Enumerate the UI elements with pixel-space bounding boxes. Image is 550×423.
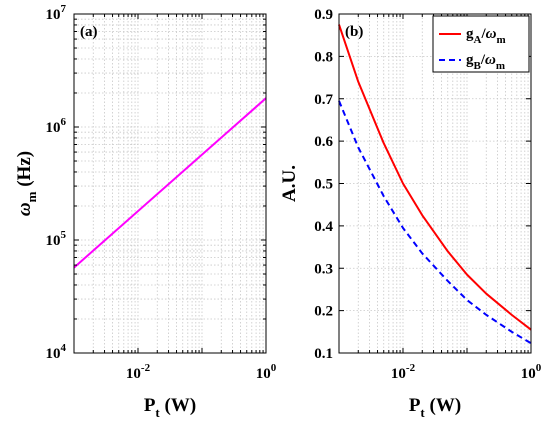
legend-main: g — [466, 52, 474, 68]
x-axis-label-main: P — [144, 395, 156, 416]
y-axis-label-main: ω — [14, 202, 35, 216]
legend-sub2: m — [496, 34, 505, 46]
y-tick-label: 105 — [46, 229, 67, 249]
series-line-1 — [338, 24, 532, 331]
y-tick-base: 10 — [46, 7, 61, 23]
legend-entry-2: gB/ωm — [466, 52, 505, 72]
y-axis-label-main: A.U. — [279, 165, 300, 202]
series-line-1 — [73, 97, 267, 269]
y-tick-label: 0.1 — [314, 346, 333, 362]
legend-entry-1: gA/ωm — [466, 26, 506, 46]
legend-sub: A — [474, 34, 482, 46]
y-tick-exponent: 7 — [61, 3, 67, 15]
y-tick-label: 0.7 — [314, 92, 333, 108]
x-tick-label: 100 — [521, 362, 542, 382]
y-tick-label: 0.5 — [314, 177, 333, 193]
y-tick-exponent: 5 — [61, 229, 67, 241]
y-tick-base: 10 — [46, 346, 61, 362]
legend-sep: / — [480, 52, 486, 68]
x-axis-label-main: P — [409, 395, 421, 416]
x-axis-label-unit: (W) — [425, 395, 461, 416]
legend-omega: ω — [485, 52, 496, 68]
tick-marks — [73, 14, 266, 354]
y-tick-label: 107 — [46, 3, 67, 23]
y-tick-label: 0.9 — [314, 7, 333, 23]
y-tick-label: 0.2 — [314, 304, 333, 320]
y-axis-label-unit: (Hz) — [14, 151, 35, 192]
y-tick-label: 0.6 — [314, 134, 333, 150]
legend-sep: / — [480, 26, 486, 42]
y-axis-label-sub: m — [24, 191, 39, 202]
x-tick-label: 10-2 — [391, 362, 416, 382]
x-tick-label: 100 — [256, 362, 277, 382]
y-tick-exponent: 4 — [61, 342, 67, 354]
y-axis-label: A.U. — [279, 165, 300, 202]
y-tick-label: 104 — [46, 342, 67, 362]
x-axis-label-sub: t — [155, 405, 160, 420]
x-tick-exponent: -2 — [406, 362, 416, 374]
y-tick-exponent: 6 — [61, 116, 67, 128]
panel-label: (a) — [80, 24, 98, 40]
y-tick-label: 0.8 — [314, 49, 333, 65]
y-tick-label: 0.3 — [314, 261, 333, 277]
x-tick-base: 10 — [521, 366, 536, 382]
x-tick-label: 10-2 — [126, 362, 151, 382]
x-axis-label: Pt (W) — [144, 395, 196, 420]
y-tick-base: 10 — [46, 233, 61, 249]
y-axis-label: ωm (Hz) — [14, 151, 39, 216]
x-tick-base: 10 — [256, 366, 271, 382]
legend-box — [432, 15, 530, 73]
x-axis-label-sub: t — [420, 405, 425, 420]
y-tick-base: 10 — [46, 120, 61, 136]
axes-frame — [73, 13, 267, 354]
legend-sub: B — [474, 60, 482, 72]
legend-sub2: m — [496, 60, 505, 72]
panel-label: (b) — [345, 24, 363, 40]
x-tick-base: 10 — [126, 366, 141, 382]
x-tick-exponent: 0 — [271, 362, 277, 374]
legend-main: g — [466, 26, 474, 42]
x-axis-label-unit: (W) — [160, 395, 196, 416]
x-tick-exponent: 0 — [536, 362, 542, 374]
x-tick-base: 10 — [391, 366, 406, 382]
x-tick-exponent: -2 — [141, 362, 151, 374]
series-line-2 — [338, 100, 532, 345]
y-tick-label: 106 — [46, 116, 67, 136]
x-axis-label: Pt (W) — [409, 395, 461, 420]
y-tick-label: 0.4 — [314, 219, 333, 235]
legend-omega: ω — [486, 26, 497, 42]
